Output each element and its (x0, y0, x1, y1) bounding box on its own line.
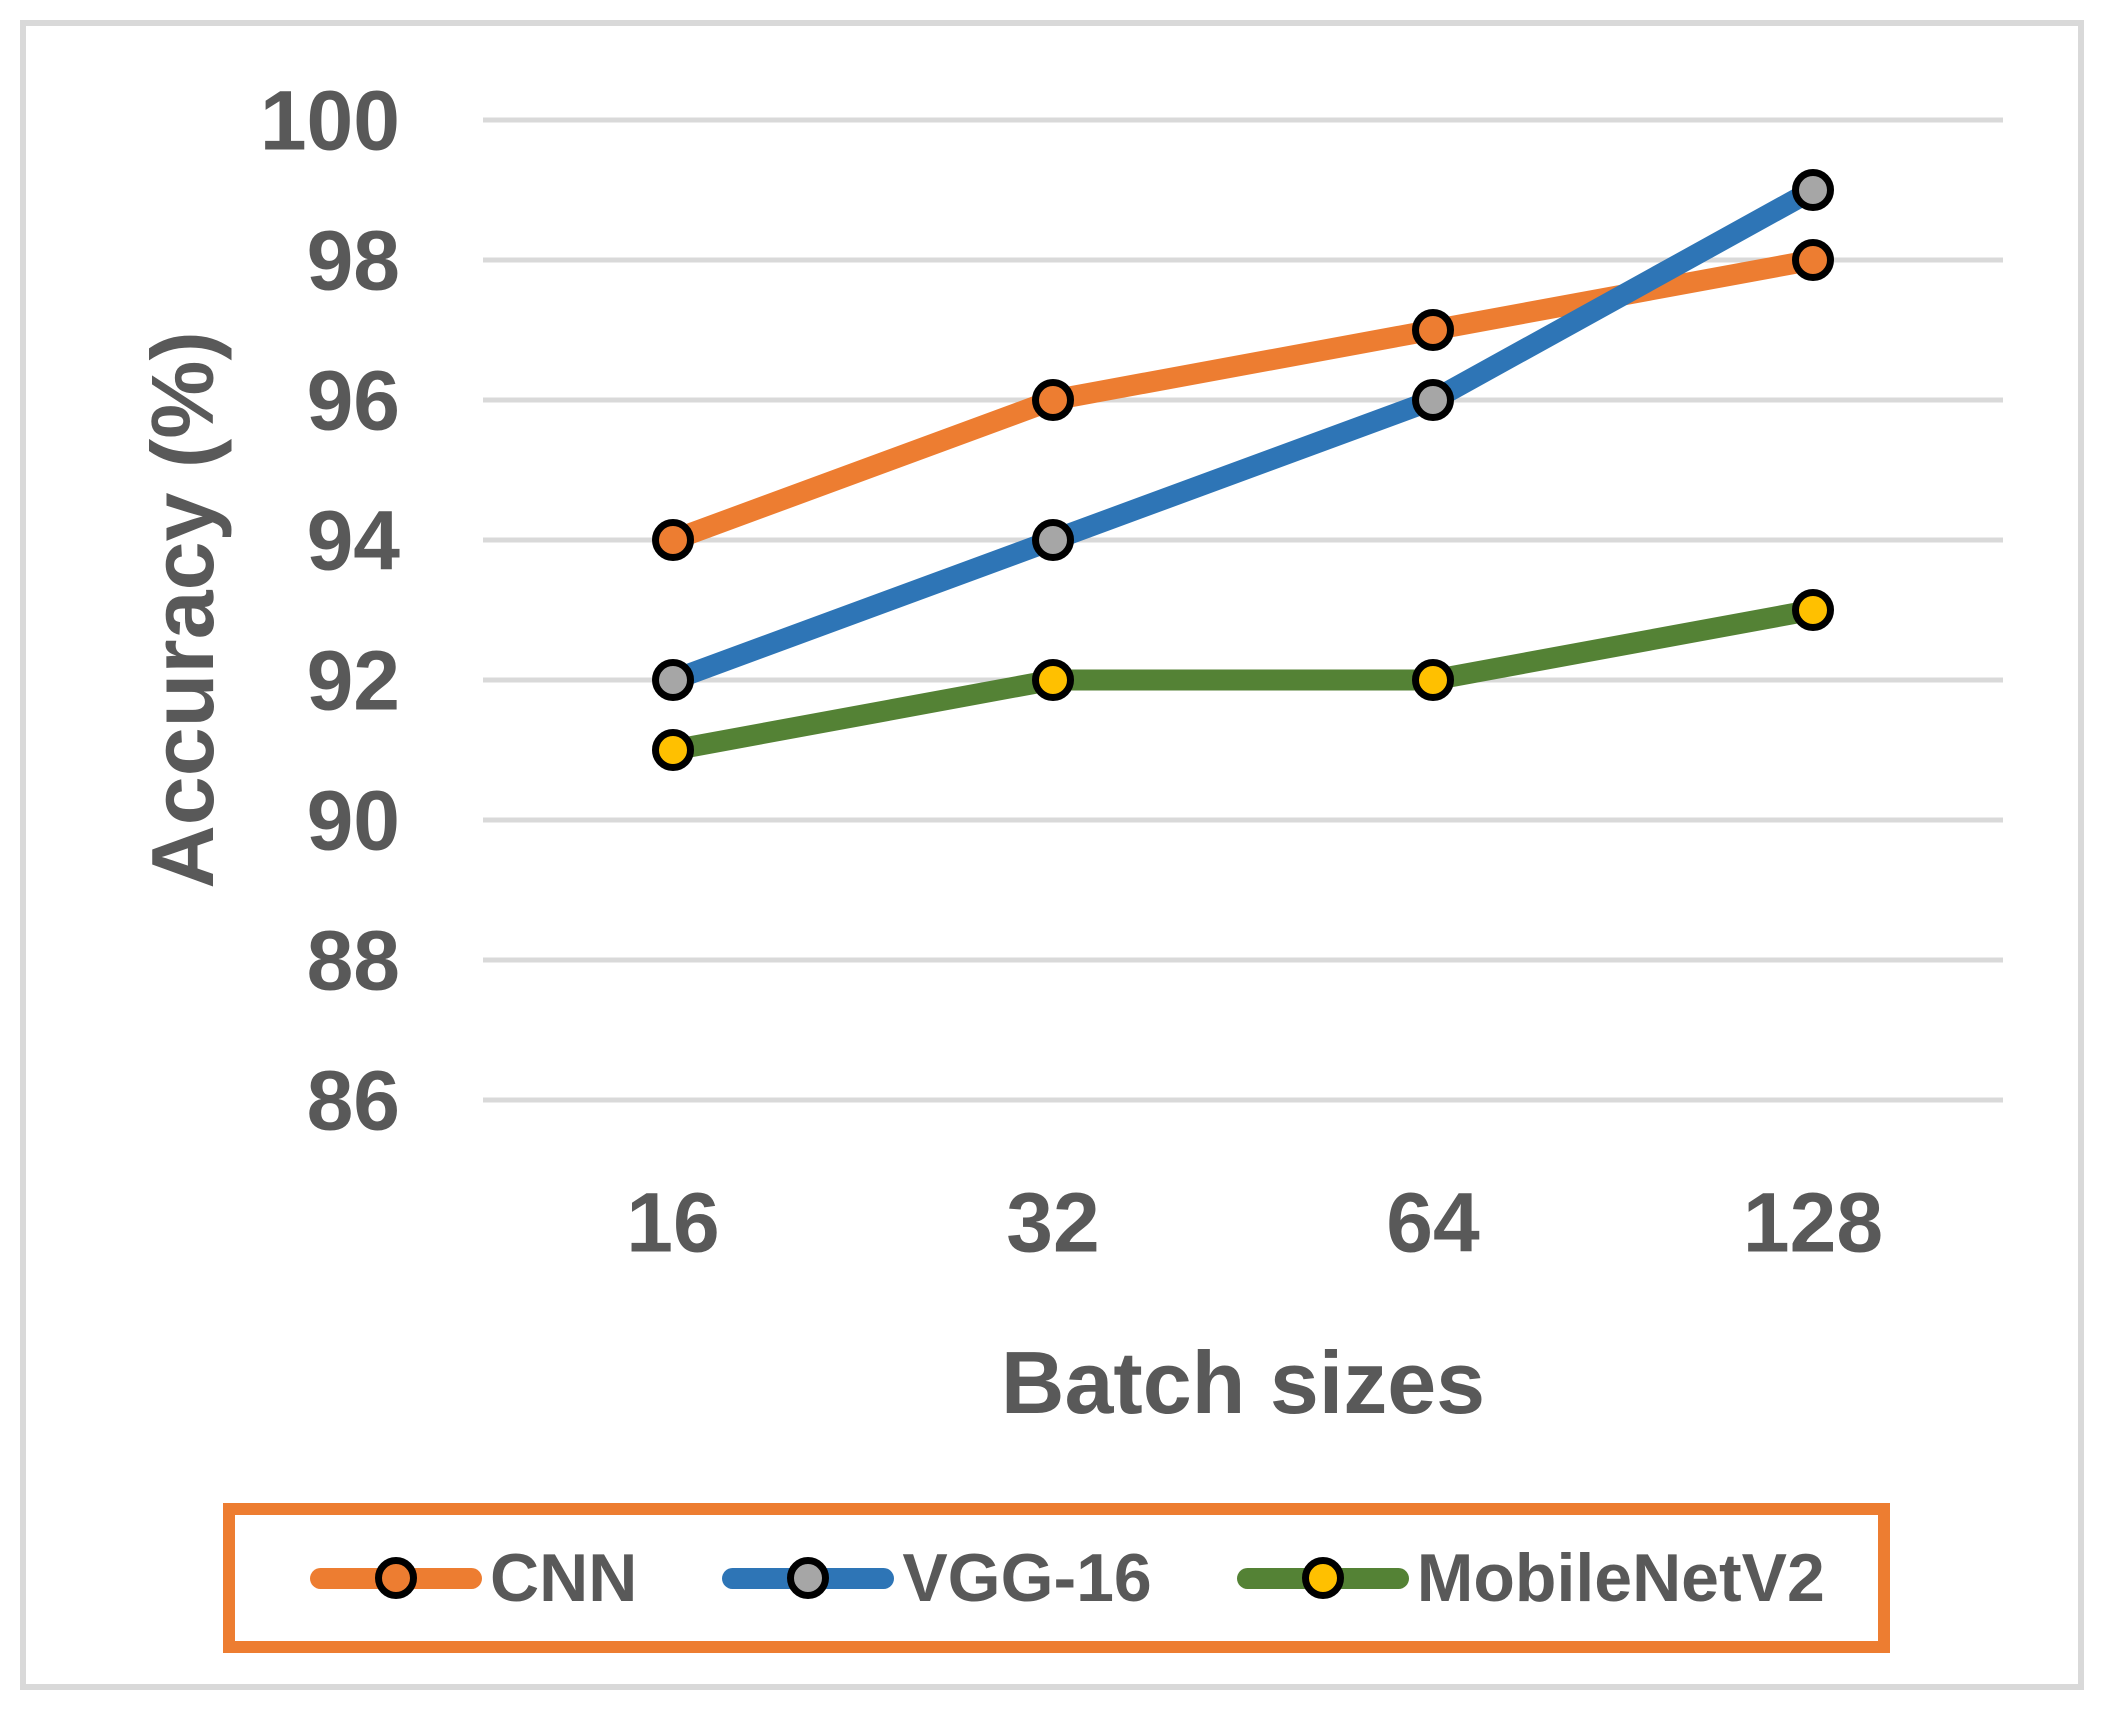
legend-line-marker-vgg16-icon (722, 1557, 895, 1599)
legend-marker-dot-mobilenetv2-icon (1301, 1557, 1344, 1599)
legend-item-vgg16: VGG-16 (722, 1540, 1152, 1616)
data-point-CNN-64 (1412, 309, 1454, 351)
legend-label-cnn: CNN (490, 1540, 638, 1616)
legend-label-vgg16: VGG-16 (902, 1540, 1152, 1616)
y-tick-label-90: 90 (307, 773, 400, 867)
legend-line-marker-mobilenetv2-icon (1236, 1557, 1409, 1599)
data-point-MobileNetV2-128 (1792, 589, 1834, 631)
chart-legend: CNN VGG-16 MobileNetV2 (223, 1503, 1890, 1653)
x-axis-title: Batch sizes (1001, 1333, 1485, 1432)
y-axis-title: Accuracy (%) (133, 331, 232, 889)
data-point-VGG-16-16 (652, 659, 694, 701)
x-tick-label-64: 64 (1386, 1175, 1480, 1269)
data-point-CNN-128 (1792, 239, 1834, 281)
figure-border-frame (20, 20, 2084, 1690)
data-point-VGG-16-32 (1032, 519, 1074, 561)
legend-line-marker-cnn-icon (310, 1557, 482, 1599)
legend-marker-dot-vgg16-icon (787, 1557, 830, 1599)
x-tick-label-32: 32 (1006, 1175, 1099, 1269)
data-point-CNN-32 (1032, 379, 1074, 421)
data-point-VGG-16-128 (1792, 169, 1834, 211)
data-point-CNN-16 (652, 519, 694, 561)
y-tick-label-86: 86 (307, 1053, 400, 1147)
y-tick-label-92: 92 (307, 633, 400, 727)
data-point-VGG-16-64 (1412, 379, 1454, 421)
legend-marker-dot-cnn-icon (375, 1557, 417, 1599)
y-tick-label-94: 94 (307, 493, 401, 587)
legend-item-cnn: CNN (310, 1544, 637, 1612)
series-line-VGG-16 (662, 179, 1824, 691)
data-point-MobileNetV2-64 (1412, 659, 1454, 701)
y-tick-label-98: 98 (307, 213, 400, 307)
y-tick-label-96: 96 (307, 353, 400, 447)
legend-item-mobilenetv2: MobileNetV2 (1236, 1540, 1825, 1616)
y-tick-label-88: 88 (307, 913, 400, 1007)
x-tick-label-128: 128 (1743, 1175, 1883, 1269)
data-point-MobileNetV2-32 (1032, 659, 1074, 701)
data-point-MobileNetV2-16 (652, 729, 694, 771)
x-tick-label-16: 16 (626, 1175, 719, 1269)
y-tick-label-100: 100 (260, 73, 400, 167)
series-line-MobileNetV2 (662, 599, 1824, 761)
legend-label-mobilenetv2: MobileNetV2 (1416, 1540, 1825, 1616)
